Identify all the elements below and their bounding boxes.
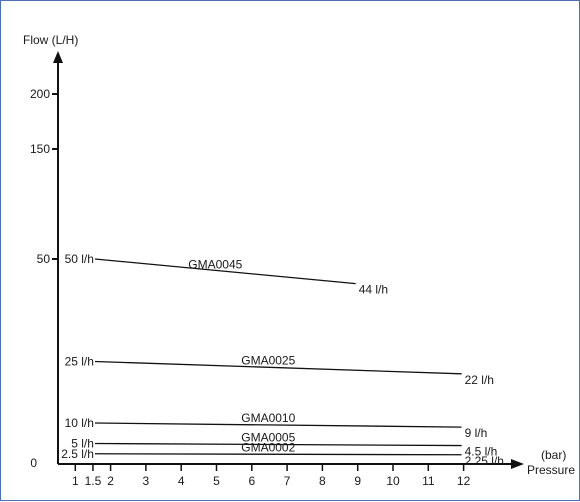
y-tick-label: 200 xyxy=(30,87,50,101)
x-tick-label: 8 xyxy=(319,474,326,488)
series-start-label: 10 l/h xyxy=(65,416,94,430)
x-tick-label: 9 xyxy=(354,474,361,488)
x-tick-label: 4 xyxy=(178,474,185,488)
series-gma0025: GMA0025 25 l/h 22 l/h xyxy=(65,354,494,387)
series-end-label: 44 l/h xyxy=(359,283,388,297)
series-end-label: 22 l/h xyxy=(465,373,494,387)
series-gma0005: GMA0005 5 l/h 4.5 l/h xyxy=(71,431,497,459)
series-start-label: 5 l/h xyxy=(71,437,94,451)
x-tick-label: 5 xyxy=(213,474,220,488)
series-end-label: 4.5 l/h xyxy=(465,445,498,459)
series-gma0045: GMA0045 50 l/h 44 l/h xyxy=(65,252,388,297)
series-name-label: GMA0010 xyxy=(241,411,295,425)
x-tick-label: 11 xyxy=(422,474,435,488)
series-end-label: 9 l/h xyxy=(465,426,488,440)
y-tick-label: 150 xyxy=(30,142,50,156)
x-tick-label: 7 xyxy=(284,474,291,488)
x-axis-title: Pressure xyxy=(527,463,575,477)
x-tick-label: 3 xyxy=(143,474,150,488)
x-axis-unit: (bar) xyxy=(541,448,566,462)
x-tick-label: 10 xyxy=(386,474,400,488)
y-axis-title: Flow (L/H) xyxy=(23,33,78,47)
series-end-label: 2.25 l/h xyxy=(465,454,504,468)
x-tick-label: 12 xyxy=(457,474,471,488)
x-tick-label: 1.5 xyxy=(85,474,102,488)
series-name-label: GMA0002 xyxy=(241,440,295,454)
series-line xyxy=(94,442,462,447)
series-line xyxy=(94,453,462,456)
x-axis-arrow-icon xyxy=(511,459,524,469)
y-tick-label: 50 xyxy=(37,252,51,266)
y-tick-label: 0 xyxy=(30,456,37,470)
series-line xyxy=(94,360,462,375)
y-axis-arrow-icon xyxy=(53,51,63,63)
x-tick-label: 6 xyxy=(248,474,255,488)
x-tick-label: 1 xyxy=(72,474,79,488)
series-name-label: GMA0045 xyxy=(188,257,242,271)
series-start-label: 50 l/h xyxy=(65,252,94,266)
series-gma0010: GMA0010 10 l/h 9 l/h xyxy=(65,411,488,440)
series-name-label: GMA0025 xyxy=(241,354,295,368)
series-gma0002: GMA0002 2.5 l/h 2.25 l/h xyxy=(61,440,504,468)
series-start-label: 25 l/h xyxy=(65,355,94,369)
series-start-label: 2.5 l/h xyxy=(61,447,94,461)
series-line xyxy=(94,258,356,285)
series-line xyxy=(94,422,462,428)
series-name-label: GMA0005 xyxy=(241,431,295,445)
x-tick-label: 2 xyxy=(107,474,114,488)
